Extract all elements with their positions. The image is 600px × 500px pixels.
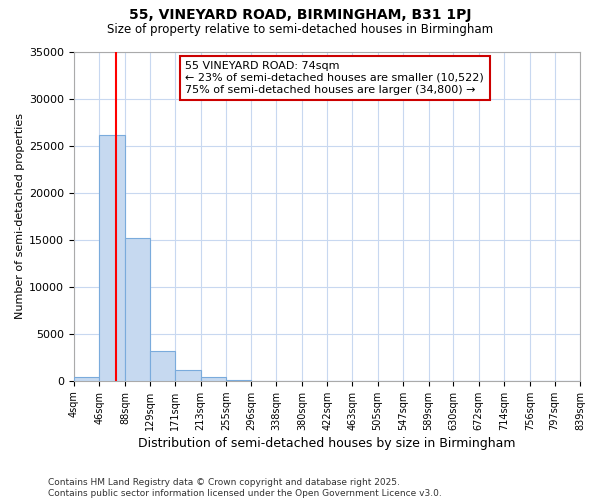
Text: Contains HM Land Registry data © Crown copyright and database right 2025.
Contai: Contains HM Land Registry data © Crown c… bbox=[48, 478, 442, 498]
Bar bbox=[100, 135, 125, 381]
Bar bbox=[74, 377, 100, 381]
Bar bbox=[175, 370, 200, 381]
Bar bbox=[200, 377, 226, 381]
Bar bbox=[226, 380, 251, 381]
Bar bbox=[150, 350, 175, 381]
Y-axis label: Number of semi-detached properties: Number of semi-detached properties bbox=[15, 113, 25, 319]
Text: 55 VINEYARD ROAD: 74sqm
← 23% of semi-detached houses are smaller (10,522)
75% o: 55 VINEYARD ROAD: 74sqm ← 23% of semi-de… bbox=[185, 62, 484, 94]
Bar bbox=[125, 238, 150, 381]
X-axis label: Distribution of semi-detached houses by size in Birmingham: Distribution of semi-detached houses by … bbox=[138, 437, 516, 450]
Text: 55, VINEYARD ROAD, BIRMINGHAM, B31 1PJ: 55, VINEYARD ROAD, BIRMINGHAM, B31 1PJ bbox=[129, 8, 471, 22]
Text: Size of property relative to semi-detached houses in Birmingham: Size of property relative to semi-detach… bbox=[107, 22, 493, 36]
